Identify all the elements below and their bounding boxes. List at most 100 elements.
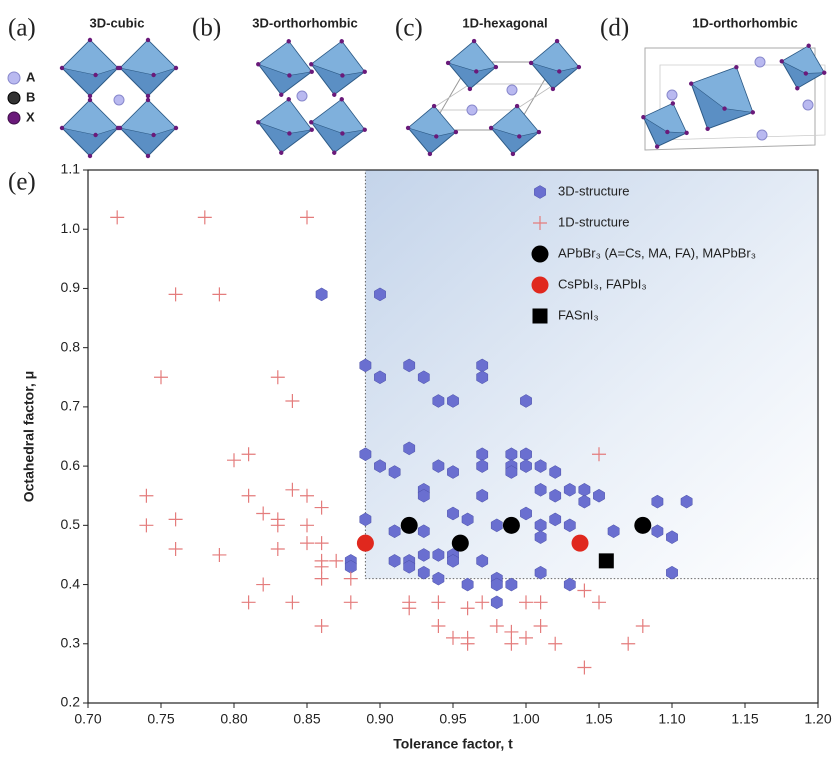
point	[592, 595, 606, 610]
x-atom	[279, 150, 284, 155]
x-atom	[514, 103, 520, 109]
point	[446, 630, 460, 645]
x-atom	[339, 97, 344, 102]
point	[432, 394, 445, 408]
x-atom	[87, 37, 93, 43]
point	[534, 483, 547, 497]
point	[563, 518, 576, 533]
point	[343, 571, 358, 586]
legend-label: APbBr₃ (A=Cs, MA, FA), MAPbBr₃	[558, 245, 756, 260]
x-tick-label: 0.95	[439, 711, 466, 727]
point	[549, 465, 562, 479]
x-atom	[362, 69, 367, 74]
octahedron	[641, 101, 689, 149]
x-atom	[665, 129, 670, 135]
point	[314, 571, 329, 586]
y-tick-label: 0.7	[61, 398, 81, 414]
point	[520, 459, 532, 473]
point	[651, 524, 664, 539]
legend-marker	[534, 185, 546, 199]
point	[578, 494, 591, 509]
point	[270, 542, 285, 557]
point	[343, 595, 358, 610]
x-atom	[557, 69, 562, 74]
point	[592, 447, 606, 462]
point	[432, 459, 445, 473]
point	[400, 516, 418, 534]
x-atom	[654, 144, 660, 149]
point	[666, 565, 678, 580]
cell-edge	[428, 83, 557, 111]
point	[461, 577, 474, 592]
point	[388, 554, 401, 568]
x-atom	[59, 125, 65, 131]
point	[549, 488, 562, 503]
point	[476, 488, 489, 503]
point	[285, 595, 300, 610]
point	[417, 488, 430, 503]
x-atom	[806, 43, 811, 48]
point	[447, 465, 459, 479]
x-atom	[750, 110, 756, 115]
point	[534, 459, 547, 473]
x-atom	[445, 60, 451, 66]
point	[241, 488, 256, 503]
point	[403, 358, 416, 373]
point	[212, 547, 227, 562]
point	[504, 624, 519, 639]
x-atom	[688, 81, 694, 86]
legend-label: CsPbI₃, FAPbI₃	[558, 276, 647, 291]
atom-key-label: B	[26, 89, 35, 104]
x-tick-label: 0.85	[293, 711, 320, 727]
point	[256, 577, 271, 592]
a-atom	[296, 90, 308, 102]
y-tick-label: 0.2	[61, 694, 81, 710]
point	[563, 483, 576, 497]
x-atom	[550, 86, 556, 92]
x-atom	[173, 65, 179, 71]
octahedron	[256, 39, 314, 97]
point	[651, 494, 664, 509]
x-atom	[734, 64, 739, 70]
panel-title: 1D-hexagonal	[462, 15, 547, 30]
point	[634, 516, 652, 534]
octahedron	[256, 97, 314, 155]
point	[417, 548, 430, 562]
point	[110, 210, 125, 225]
point	[680, 494, 693, 509]
point	[490, 577, 503, 592]
point	[461, 512, 474, 527]
atom-key	[7, 71, 21, 85]
structure-panels: (a) 3D-cubic (b) 3D-orthorhombic (c) 1D-hexag…	[7, 15, 827, 159]
point	[447, 554, 459, 568]
octahedron	[59, 97, 121, 159]
y-tick-label: 0.3	[61, 634, 81, 650]
panel-label: (d)	[600, 15, 629, 42]
x-atom	[493, 64, 499, 70]
point	[502, 516, 520, 534]
point	[431, 595, 446, 610]
point	[548, 636, 563, 651]
atom-key-label: X	[26, 109, 35, 124]
x-atom	[309, 127, 314, 132]
point	[168, 287, 183, 302]
point	[460, 636, 475, 651]
y-tick-label: 0.8	[61, 338, 81, 354]
point	[374, 459, 386, 473]
x-atom	[488, 125, 494, 131]
octahedron	[405, 103, 459, 157]
x-atom	[641, 114, 646, 120]
point	[475, 595, 490, 610]
y-tick-label: 1.0	[61, 220, 81, 236]
legend-marker	[531, 276, 549, 294]
octahedron	[309, 39, 367, 97]
octahedron-face	[61, 99, 119, 136]
point	[374, 287, 386, 302]
point	[504, 636, 519, 651]
point	[168, 542, 183, 557]
x-atom	[256, 62, 261, 67]
point	[270, 518, 285, 533]
x-atom	[467, 86, 473, 92]
x-atom	[795, 86, 800, 91]
point	[432, 548, 445, 562]
